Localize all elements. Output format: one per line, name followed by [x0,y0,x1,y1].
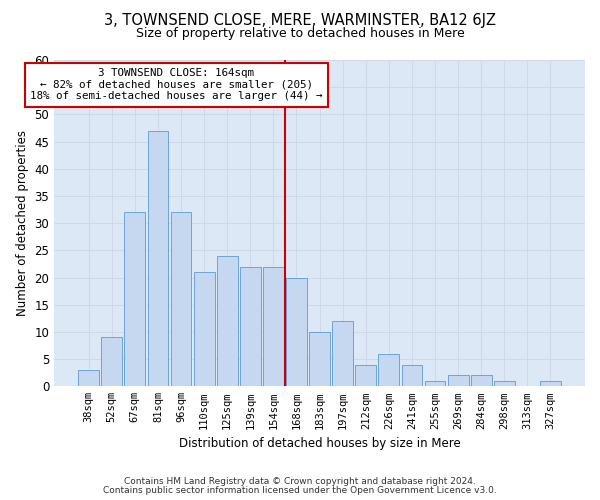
Bar [240,266,260,386]
Text: Contains public sector information licensed under the Open Government Licence v3: Contains public sector information licen… [103,486,497,495]
Bar [355,364,376,386]
Bar [263,266,284,386]
Bar [425,381,445,386]
Bar [401,364,422,386]
Bar [194,272,215,386]
Bar [78,370,99,386]
Bar [217,256,238,386]
Bar [332,321,353,386]
Text: 3, TOWNSEND CLOSE, MERE, WARMINSTER, BA12 6JZ: 3, TOWNSEND CLOSE, MERE, WARMINSTER, BA1… [104,12,496,28]
Text: 3 TOWNSEND CLOSE: 164sqm
← 82% of detached houses are smaller (205)
18% of semi-: 3 TOWNSEND CLOSE: 164sqm ← 82% of detach… [30,68,323,102]
Y-axis label: Number of detached properties: Number of detached properties [16,130,29,316]
Bar [286,278,307,386]
Bar [148,130,169,386]
Bar [309,332,330,386]
Bar [471,376,491,386]
Bar [540,381,561,386]
Bar [379,354,399,386]
Text: Size of property relative to detached houses in Mere: Size of property relative to detached ho… [136,28,464,40]
Bar [101,338,122,386]
Bar [170,212,191,386]
Bar [448,376,469,386]
Bar [124,212,145,386]
Bar [494,381,515,386]
X-axis label: Distribution of detached houses by size in Mere: Distribution of detached houses by size … [179,437,460,450]
Text: Contains HM Land Registry data © Crown copyright and database right 2024.: Contains HM Land Registry data © Crown c… [124,477,476,486]
